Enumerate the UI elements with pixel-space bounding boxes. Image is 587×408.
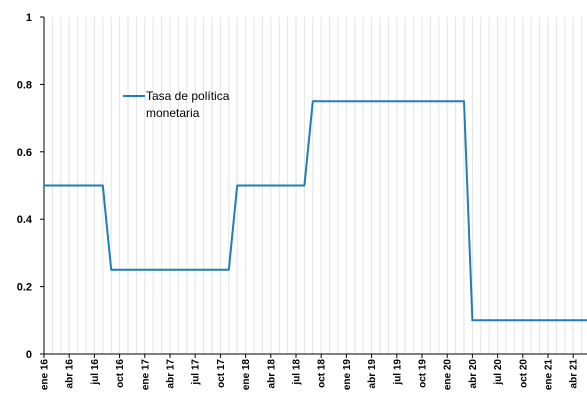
y-tick-label: 0.8 bbox=[17, 79, 32, 91]
x-tick-label: abr 21 bbox=[569, 359, 580, 389]
x-tick-labels: ene 16 abr 16 jul 16 oct 16 ene 17 abr 17 jul … bbox=[40, 354, 580, 390]
x-tick-label: oct 19 bbox=[418, 359, 429, 388]
x-tick-label: oct 16 bbox=[115, 359, 126, 388]
x-tick-label: oct 18 bbox=[317, 359, 328, 388]
series-line bbox=[44, 100, 587, 322]
x-tick-label: abr 17 bbox=[166, 359, 177, 389]
x-tick-label: abr 20 bbox=[468, 359, 479, 389]
x-tick-label: ene 19 bbox=[342, 359, 353, 391]
x-tick-label: ene 21 bbox=[544, 359, 555, 391]
x-tick-label: jul 18 bbox=[292, 359, 303, 386]
x-tick-label: jul 16 bbox=[90, 359, 101, 386]
x-tick-label: abr 18 bbox=[266, 359, 277, 389]
x-tick-label: oct 17 bbox=[216, 359, 227, 388]
series-lines bbox=[44, 100, 587, 322]
x-tick-label: oct 20 bbox=[518, 359, 529, 388]
x-tick-label: abr 19 bbox=[367, 359, 378, 389]
x-tick-label: jul 17 bbox=[191, 359, 202, 386]
y-tick-label: 0.4 bbox=[17, 214, 33, 226]
legend-label: Tasa de política monetaria bbox=[146, 89, 230, 120]
y-tick-label: 0.2 bbox=[17, 282, 32, 294]
x-tick-label: jul 20 bbox=[493, 359, 504, 386]
x-tick-label: ene 20 bbox=[443, 359, 454, 391]
x-tick-label: ene 18 bbox=[241, 359, 252, 391]
legend: Tasa de política monetaria bbox=[123, 89, 230, 120]
y-tick-label: 0.6 bbox=[17, 147, 32, 159]
vertical-gridlines bbox=[51, 17, 583, 354]
y-tick-label: 1 bbox=[26, 12, 32, 24]
x-tick-label: abr 16 bbox=[65, 359, 76, 389]
x-tick-label: jul 19 bbox=[392, 359, 403, 386]
x-tick-label: ene 17 bbox=[140, 359, 151, 391]
y-tick-label: 0 bbox=[26, 349, 32, 361]
x-tick-label: ene 16 bbox=[40, 359, 51, 391]
y-tick-labels: 0 0.2 0.4 0.6 0.8 1 bbox=[17, 12, 44, 361]
